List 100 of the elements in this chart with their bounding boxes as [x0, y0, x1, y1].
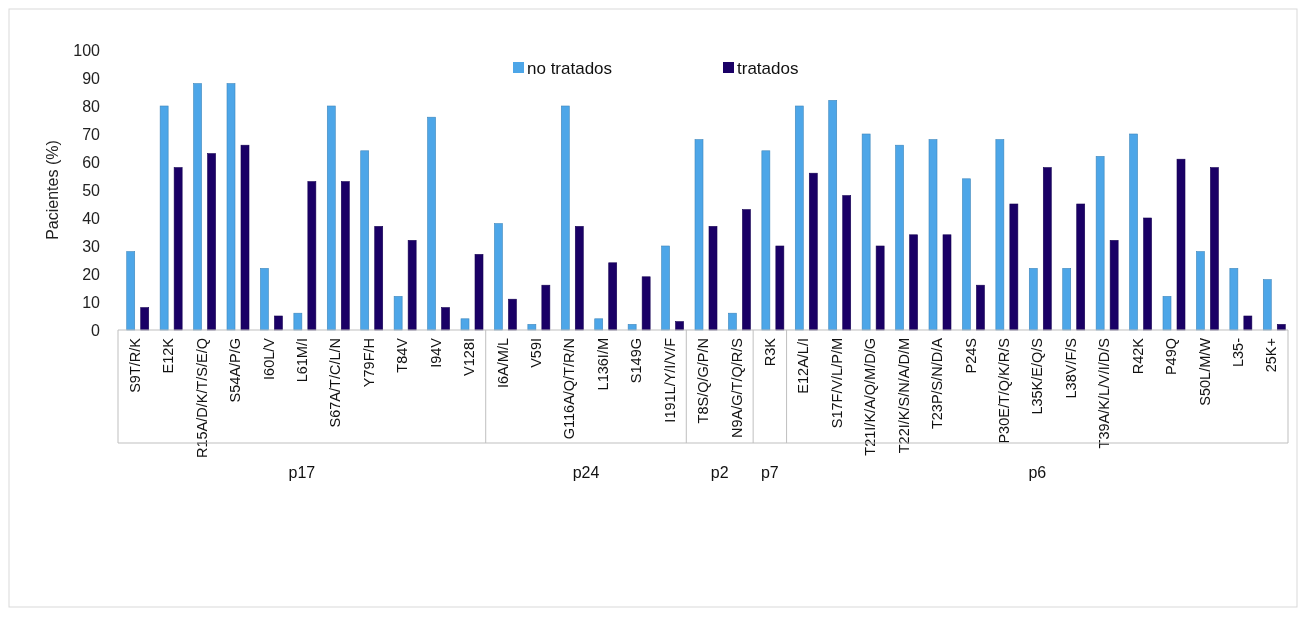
- x-tick-label: R3K: [761, 337, 778, 367]
- bar: [427, 116, 436, 331]
- bar: [393, 296, 403, 331]
- bar: [326, 105, 336, 331]
- y-tick-label: 90: [82, 69, 101, 87]
- bar: [694, 139, 704, 331]
- bar: [995, 139, 1005, 331]
- bar: [909, 234, 918, 331]
- x-tick-label: I94V: [427, 337, 444, 368]
- bar: [728, 312, 737, 331]
- bar: [560, 105, 570, 331]
- y-tick-label: 10: [82, 293, 101, 311]
- bar: [794, 105, 804, 331]
- x-tick-label: P30E/T/Q/K/R/S: [995, 338, 1012, 444]
- bar: [340, 181, 350, 331]
- bar: [226, 83, 236, 331]
- bar: [962, 178, 971, 331]
- bar: [1210, 167, 1219, 331]
- bar: [508, 298, 517, 331]
- bar: [260, 268, 269, 331]
- bar: [1143, 217, 1152, 331]
- bar: [1109, 240, 1119, 331]
- bar: [1176, 158, 1186, 331]
- bar: [541, 284, 551, 331]
- bar: [1009, 203, 1019, 331]
- x-tick-label: T84V: [394, 337, 411, 373]
- text: p17: [288, 464, 316, 481]
- bar: [594, 318, 604, 331]
- bar: [875, 245, 885, 331]
- x-tick-label: Y79F/H: [360, 338, 377, 388]
- bar: [474, 254, 484, 331]
- bar: [441, 307, 450, 331]
- bar: [895, 144, 904, 331]
- bar: [1129, 133, 1138, 331]
- x-tick-label: S149G: [628, 338, 645, 384]
- bar: [159, 105, 169, 331]
- bar: [574, 226, 584, 331]
- y-tick-label: 40: [82, 209, 101, 227]
- bar: [761, 150, 771, 331]
- bar: [360, 150, 370, 331]
- y-axis-title: Pacientes (%): [44, 140, 61, 240]
- x-tick-label: S17F/V/L/P/M: [828, 338, 845, 429]
- bar: [527, 324, 537, 331]
- x-tick-label: V59I: [527, 338, 544, 368]
- bar: [307, 181, 317, 331]
- bar: [641, 276, 651, 331]
- x-tick-label: P49Q: [1163, 338, 1180, 376]
- bar: [407, 240, 417, 331]
- x-tick-label: S9T/R/K: [126, 337, 143, 393]
- bar: [207, 153, 216, 331]
- bar: [374, 226, 384, 331]
- bar: [193, 83, 202, 331]
- y-tick-label: 70: [82, 125, 101, 143]
- bar: [775, 245, 785, 331]
- bar: [942, 234, 952, 331]
- x-tick-label: T8S/Q/G/P/N: [695, 338, 712, 424]
- bar: [1062, 268, 1072, 331]
- bar: [976, 284, 985, 331]
- bar: [627, 324, 637, 331]
- y-tick-label: 30: [82, 237, 101, 255]
- bar: [1262, 279, 1272, 331]
- bar: [608, 262, 618, 331]
- x-tick-label: 25K+: [1263, 338, 1280, 373]
- bar: [173, 167, 183, 331]
- x-tick-label: V128I: [461, 338, 478, 376]
- y-tick-label: 20: [82, 265, 101, 283]
- bar: [828, 100, 838, 331]
- x-tick-label: P24S: [962, 338, 979, 374]
- y-tick-label: 100: [73, 41, 101, 59]
- legend-label: no tratados: [527, 58, 613, 78]
- bar: [494, 223, 503, 331]
- bar: [928, 139, 938, 331]
- y-tick-label: 60: [82, 153, 101, 171]
- bar: [675, 321, 684, 331]
- bar: [1028, 268, 1038, 331]
- bar: [1095, 156, 1105, 331]
- bar: [742, 209, 751, 331]
- y-tick-label: 0: [91, 321, 101, 339]
- x-tick-label: I60L/V: [260, 337, 277, 380]
- x-tick-label: L61M/I: [293, 338, 310, 383]
- bar: [293, 312, 303, 331]
- x-tick-label: G116A/Q/T/R/N: [561, 338, 578, 440]
- y-tick-label: 50: [82, 181, 101, 199]
- bar: [808, 172, 818, 331]
- x-tick-label: I6A/M/L: [494, 338, 511, 388]
- bar: [1229, 268, 1239, 331]
- bar: [708, 226, 718, 331]
- x-tick-label: S50L/M/W: [1196, 337, 1213, 406]
- text: p6: [1028, 464, 1047, 481]
- bar: [1162, 296, 1172, 331]
- bar: [1076, 203, 1086, 331]
- x-tick-label: S54A/P/G: [227, 338, 244, 403]
- x-tick-label: T23P/S/N/D/A: [929, 337, 946, 430]
- x-tick-label: L35-: [1229, 337, 1246, 368]
- text: p2: [710, 464, 729, 481]
- bar: [1196, 251, 1205, 331]
- bar: [140, 307, 150, 331]
- bar: [1243, 315, 1253, 331]
- bar: [126, 251, 136, 331]
- x-tick-label: R15A/D/K/T/S/E/Q: [193, 338, 210, 459]
